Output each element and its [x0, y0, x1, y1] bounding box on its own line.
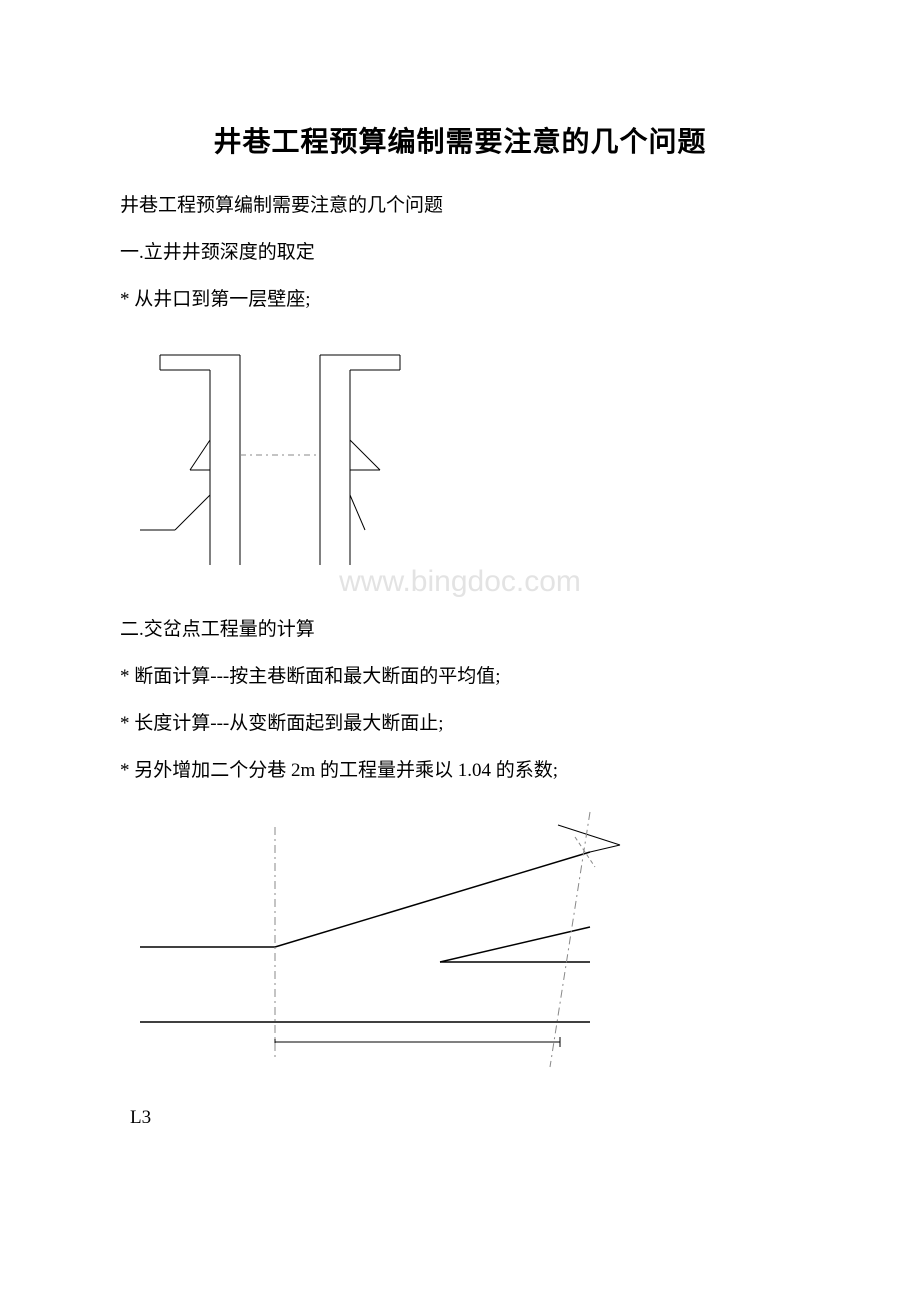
section2-heading: 二.交岔点工程量的计算: [120, 609, 800, 651]
diagram2-junction: [120, 807, 800, 1082]
bottom-label: L3: [130, 1107, 800, 1129]
diagram1-shaft: [120, 335, 800, 580]
section1-bullet1: * 从井口到第一层壁座;: [120, 279, 800, 321]
subtitle-text: 井巷工程预算编制需要注意的几个问题: [120, 185, 800, 227]
section2-bullet2: * 长度计算---从变断面起到最大断面止;: [120, 703, 800, 745]
section2-bullet1: * 断面计算---按主巷断面和最大断面的平均值;: [120, 656, 800, 698]
page-title: 井巷工程预算编制需要注意的几个问题: [120, 120, 800, 160]
section2-bullet3: * 另外增加二个分巷 2m 的工程量并乘以 1.04 的系数;: [120, 750, 800, 792]
section1-heading: 一.立井井颈深度的取定: [120, 232, 800, 274]
